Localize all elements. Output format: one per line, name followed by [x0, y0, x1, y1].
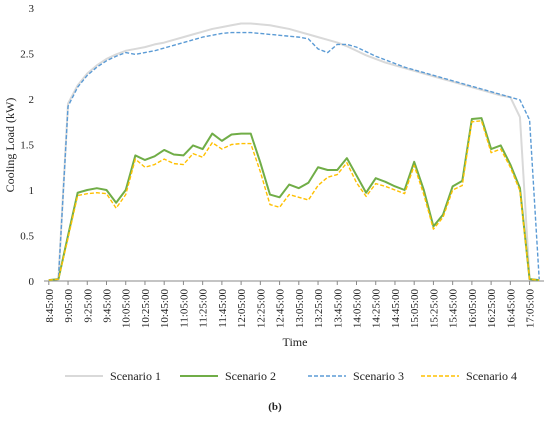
x-tick-label: 12:25:00 — [255, 289, 267, 329]
x-tick-label: 15:25:00 — [428, 289, 440, 329]
x-tick-label: 13:45:00 — [332, 289, 344, 329]
y-tick-label: 1.5 — [20, 140, 34, 152]
legend-label: Scenario 1 — [110, 369, 161, 383]
y-tick-label: 2 — [29, 94, 35, 106]
x-tick-label: 15:45:00 — [448, 289, 460, 329]
x-tick-label: 9:25:00 — [82, 289, 94, 323]
x-tick-label: 8:45:00 — [44, 289, 56, 323]
series-line-scenario-2 — [48, 117, 540, 282]
figure-caption: (b) — [268, 401, 282, 413]
x-tick-label: 14:25:00 — [371, 289, 383, 329]
x-tick-label: 9:45:00 — [102, 289, 114, 323]
x-tick-label: 12:05:00 — [236, 289, 248, 329]
x-axis-title: Time — [283, 335, 308, 349]
x-tick-label: 16:05:00 — [467, 289, 479, 329]
y-tick-label: 0.5 — [20, 231, 34, 243]
legend-label: Scenario 2 — [225, 369, 276, 383]
x-tick-label: 14:05:00 — [352, 289, 364, 329]
x-tick-label: 10:25:00 — [140, 289, 152, 329]
series-line-scenario-3 — [48, 31, 540, 281]
x-tick-label: 11:25:00 — [198, 289, 210, 328]
y-axis-ticks: 0 0.5 1 1.5 2 2.5 3 — [20, 3, 34, 288]
series-line-scenario-4 — [48, 120, 540, 281]
y-tick-label: 3 — [29, 3, 35, 15]
series-layer — [48, 22, 540, 282]
x-tick-label: 14:45:00 — [390, 289, 402, 329]
series-line-scenario-1 — [48, 22, 540, 282]
x-tick-label: 17:05:00 — [525, 289, 537, 329]
x-tick-label: 11:05:00 — [178, 289, 190, 328]
legend: Scenario 1 Scenario 2 Scenario 3 Scenario 4 — [65, 369, 517, 383]
y-tick-label: 2.5 — [20, 49, 34, 61]
legend-label: Scenario 4 — [466, 369, 517, 383]
x-tick-label: 10:45:00 — [159, 289, 171, 329]
legend-label: Scenario 3 — [353, 369, 404, 383]
x-tick-label: 13:05:00 — [294, 289, 306, 329]
x-tick-label: 16:25:00 — [486, 289, 498, 329]
x-tick-label: 16:45:00 — [505, 289, 517, 329]
y-axis-title: Cooling Load (kW) — [3, 98, 17, 193]
x-tick-label: 12:45:00 — [275, 289, 287, 329]
x-tick-label: 15:05:00 — [409, 289, 421, 329]
y-tick-label: 1 — [29, 185, 35, 197]
y-tick-label: 0 — [29, 276, 35, 288]
x-tick-label: 10:05:00 — [121, 289, 133, 329]
x-axis-ticks: 8:45:00 9:05:00 9:25:00 9:45:00 10:05:00 10:2… — [44, 281, 537, 328]
x-tick-label: 13:25:00 — [313, 289, 325, 329]
x-tick-label: 9:05:00 — [63, 289, 75, 323]
x-tick-label: 11:45:00 — [217, 289, 229, 328]
